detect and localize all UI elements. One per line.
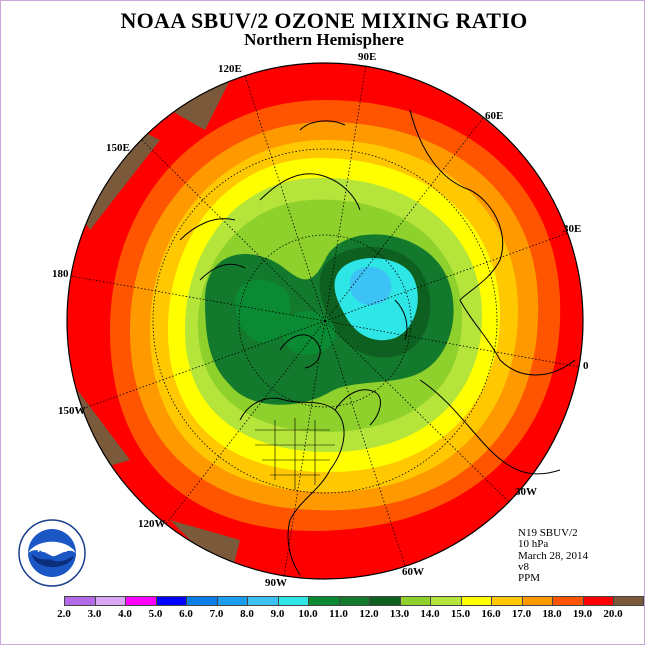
colorbar-label: 12.0 [359,608,379,620]
lon-label-60e: 60E [485,110,504,122]
colorbar-label: 3.0 [87,608,102,620]
lon-label-120e: 120E [218,63,242,75]
info-units: PPM [518,572,541,585]
lon-label-120w: 120W [138,518,166,530]
colorbar-swatch [216,596,247,606]
inner-green-center [281,311,336,355]
coastlines [179,109,576,576]
lon-label-60w: 60W [402,566,424,578]
inner-green-west [235,279,291,343]
colorbar-swatch [125,596,156,606]
colorbar-label: 2.0 [57,608,71,620]
lon-label-90w: 90W [265,577,287,589]
colorbar-label: 18.0 [542,608,562,620]
colorbar-label: 16.0 [481,608,501,620]
graticule [70,64,580,578]
colorbar-label: 8.0 [240,608,254,620]
info-instrument: N19 SBUV/2 [518,527,578,539]
colorbar-swatch [247,596,278,606]
lon-label-0: 0 [583,360,589,372]
lon-label-30w: 30W [515,486,537,498]
colorbar-label: 6.0 [179,608,193,620]
colorbar-label: 17.0 [511,608,532,620]
colorbar-label: 19.0 [572,608,593,620]
colorbar-label: 20.0 [603,608,623,620]
colorbar-swatch [582,596,613,606]
colorbar-swatch [613,596,644,606]
colorbar-swatch [460,596,491,606]
colorbar-swatch [399,596,430,606]
lon-label-150e: 150E [106,142,130,154]
map-title: NOAA SBUV/2 OZONE MIXING RATIO [120,8,528,33]
lon-label-180: 180 [52,268,69,280]
logo-text: NOAA [37,544,66,555]
colorbar-label: 7.0 [209,608,224,620]
colorbar-label: 5.0 [148,608,163,620]
info-date: March 28, 2014 [518,549,588,562]
colorbar-label: 11.0 [329,608,348,620]
political-borders [255,418,335,490]
lon-label-30e: 30E [563,223,582,235]
colorbar-label: 15.0 [450,608,471,620]
colorbar-swatch [64,596,95,606]
colorbar-swatch [521,596,552,606]
info-pressure: 10 hPa [518,538,549,551]
colorbar-swatch [277,596,308,606]
colorbar-swatch [369,596,400,606]
colorbar-label: 10.0 [298,608,318,620]
colorbar-label: 14.0 [420,608,440,620]
info-version: v8 [518,560,529,573]
colorbar [64,596,644,606]
noaa-logo: NOAA [18,519,86,587]
colorbar-swatch [94,596,125,606]
colorbar-label: 4.0 [118,608,132,620]
colorbar-swatch [308,596,339,606]
colorbar-swatch [430,596,461,606]
colorbar-swatch [338,596,369,606]
colorbar-label: 13.0 [389,608,410,620]
lon-label-90e: 90E [358,51,377,63]
colorbar-swatch [491,596,522,606]
info-block: N19 SBUV/2 10 hPa March 28, 2014 v8 PPM [518,527,588,585]
lon-label-150w: 150W [58,405,86,417]
colorbar-swatch [186,596,217,606]
colorbar-label: 9.0 [270,608,285,620]
map-subtitle: Northern Hemisphere [244,30,404,49]
colorbar-swatch [155,596,186,606]
map-boundary [66,62,584,580]
colorbar-swatch [552,596,583,606]
